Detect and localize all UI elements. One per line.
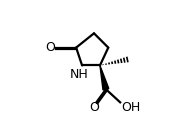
Polygon shape [100,65,109,90]
Text: O: O [46,40,55,54]
Text: NH: NH [70,68,89,81]
Text: O: O [90,101,99,114]
Text: OH: OH [121,101,140,114]
